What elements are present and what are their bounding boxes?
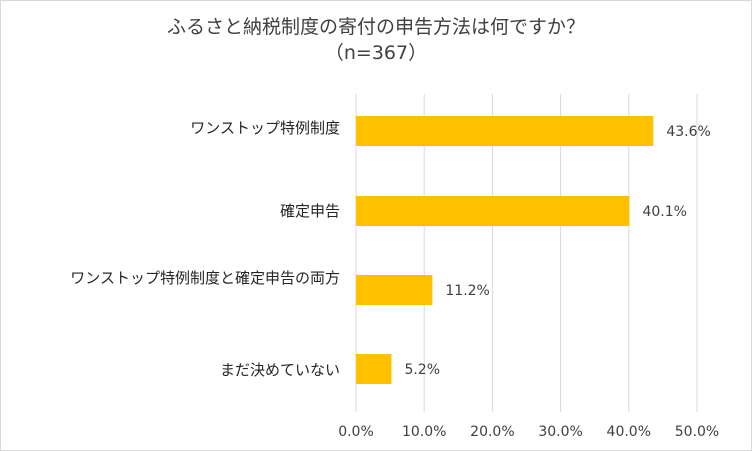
- category-label-undecided: まだ決めていない: [219, 361, 340, 379]
- x-tick-label: 0.0%: [338, 424, 374, 440]
- bar: [356, 275, 433, 305]
- x-tick-label: 10.0%: [402, 424, 446, 440]
- data-label: 40.1%: [642, 204, 686, 220]
- data-label: 11.2%: [445, 283, 489, 299]
- x-tick-label: 50.0%: [675, 424, 719, 440]
- data-label: 43.6%: [666, 124, 710, 140]
- bar: [356, 354, 392, 384]
- chart-title-line-2: （n=367）: [324, 42, 428, 64]
- bar: [356, 116, 654, 146]
- chart-title: ふるさと納税制度の寄付の申告方法は何ですか？ （n=367）: [0, 14, 752, 66]
- chart-title-line-1: ふるさと納税制度の寄付の申告方法は何ですか？: [166, 16, 585, 38]
- bar: [356, 196, 630, 226]
- category-label-one-stop: ワンストップ特例制度: [190, 119, 340, 137]
- x-tick-label: 20.0%: [470, 424, 514, 440]
- category-label-both: ワンストップ特例制度と確定申告の両方: [70, 269, 340, 287]
- data-label: 5.2%: [404, 362, 440, 378]
- x-tick-label: 40.0%: [607, 424, 651, 440]
- category-label-tax-return: 確定申告: [279, 202, 340, 220]
- x-tick-label: 30.0%: [538, 424, 582, 440]
